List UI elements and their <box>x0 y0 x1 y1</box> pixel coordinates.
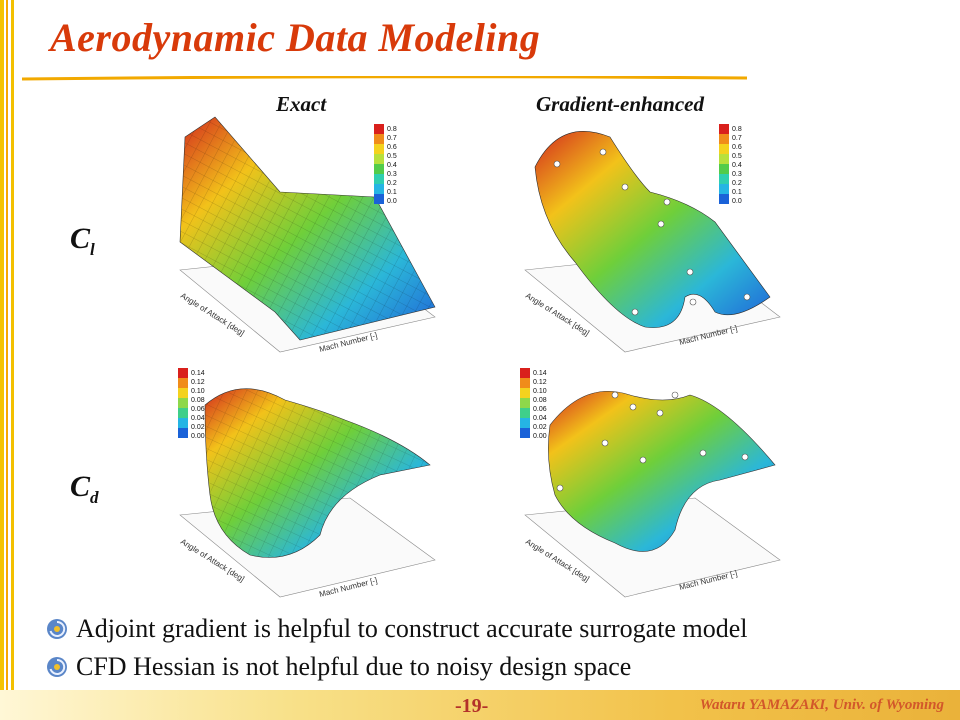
svg-text:0.06: 0.06 <box>191 406 205 413</box>
left-accent-bar <box>0 0 4 720</box>
colorbar-cl-gradient-enhanced: 0.8 0.7 0.6 0.5 0.4 0.3 0.2 0.1 0.0 <box>719 124 742 205</box>
row-label-cl: Cl <box>70 222 95 259</box>
svg-text:0.7: 0.7 <box>387 135 397 142</box>
svg-text:0.2: 0.2 <box>387 180 397 187</box>
page-number: -19- <box>455 695 489 717</box>
svg-text:0.2: 0.2 <box>732 180 742 187</box>
svg-text:0.04: 0.04 <box>533 415 547 422</box>
svg-text:0.6: 0.6 <box>387 144 397 151</box>
plot-cd-exact: Angle of Attack [deg] Mach Number [-] <box>179 388 436 599</box>
svg-text:0.06: 0.06 <box>533 406 547 413</box>
row-label-cd: Cd <box>70 470 99 507</box>
bullet-text: Adjoint gradient is helpful to construct… <box>76 614 748 643</box>
svg-text:0.0: 0.0 <box>732 198 742 205</box>
svg-text:0.5: 0.5 <box>387 153 397 160</box>
plot-cl-gradient-enhanced: Angle of Attack [deg] Mach Number [-] <box>524 130 781 353</box>
left-accent-bar <box>6 0 8 720</box>
svg-text:0.12: 0.12 <box>191 379 205 386</box>
footer-bar <box>0 690 960 720</box>
svg-text:0.10: 0.10 <box>191 388 205 395</box>
bullet-list: Adjoint gradient is helpful to construct… <box>46 610 747 686</box>
slide-title: Aerodynamic Data Modeling <box>50 15 541 60</box>
svg-text:0.04: 0.04 <box>191 415 205 422</box>
svg-text:0.12: 0.12 <box>533 379 547 386</box>
svg-text:0.10: 0.10 <box>533 388 547 395</box>
bullet-swirl-icon <box>47 619 67 639</box>
svg-text:0.4: 0.4 <box>387 162 397 169</box>
svg-text:0.3: 0.3 <box>732 171 742 178</box>
colorbar-cd-exact: 0.14 0.12 0.10 0.08 0.06 0.04 0.02 0.00 <box>178 368 205 440</box>
column-label-gradient-enhanced: Gradient-enhanced <box>536 92 704 116</box>
svg-text:0.14: 0.14 <box>191 370 205 377</box>
bullet-swirl-icon <box>47 657 67 677</box>
colorbar-cl-exact: 0.8 0.7 0.6 0.5 0.4 0.3 0.2 0.1 0.0 <box>374 124 397 205</box>
svg-text:0.00: 0.00 <box>533 433 547 440</box>
svg-text:0.4: 0.4 <box>732 162 742 169</box>
svg-text:0.1: 0.1 <box>387 189 397 196</box>
bullet-item: Adjoint gradient is helpful to construct… <box>46 610 747 648</box>
column-label-exact: Exact <box>276 92 327 116</box>
left-accent-bar <box>11 0 14 720</box>
bullet-item: CFD Hessian is not helpful due to noisy … <box>46 648 747 686</box>
svg-text:0.02: 0.02 <box>191 424 205 431</box>
svg-text:0.14: 0.14 <box>533 370 547 377</box>
svg-text:0.08: 0.08 <box>191 397 205 404</box>
plot-cd-gradient-enhanced: Angle of Attack [deg] Mach Number [-] <box>524 391 781 598</box>
plot-cl-exact: Angle of Attack [deg] Mach Number [-] <box>179 116 436 354</box>
svg-text:0.02: 0.02 <box>533 424 547 431</box>
footer-credit: Wataru YAMAZAKI, Univ. of Wyoming <box>699 697 944 713</box>
svg-text:0.0: 0.0 <box>387 198 397 205</box>
svg-text:0.7: 0.7 <box>732 135 742 142</box>
svg-text:0.6: 0.6 <box>732 144 742 151</box>
svg-text:0.8: 0.8 <box>732 126 742 133</box>
svg-text:0.8: 0.8 <box>387 126 397 133</box>
svg-text:0.00: 0.00 <box>191 433 205 440</box>
svg-text:0.5: 0.5 <box>732 153 742 160</box>
svg-text:0.08: 0.08 <box>533 397 547 404</box>
colorbar-cd-gradient-enhanced: 0.14 0.12 0.10 0.08 0.06 0.04 0.02 0.00 <box>520 368 547 440</box>
bullet-text: CFD Hessian is not helpful due to noisy … <box>76 652 632 681</box>
svg-text:0.1: 0.1 <box>732 189 742 196</box>
svg-text:0.3: 0.3 <box>387 171 397 178</box>
title-underline <box>22 76 747 81</box>
